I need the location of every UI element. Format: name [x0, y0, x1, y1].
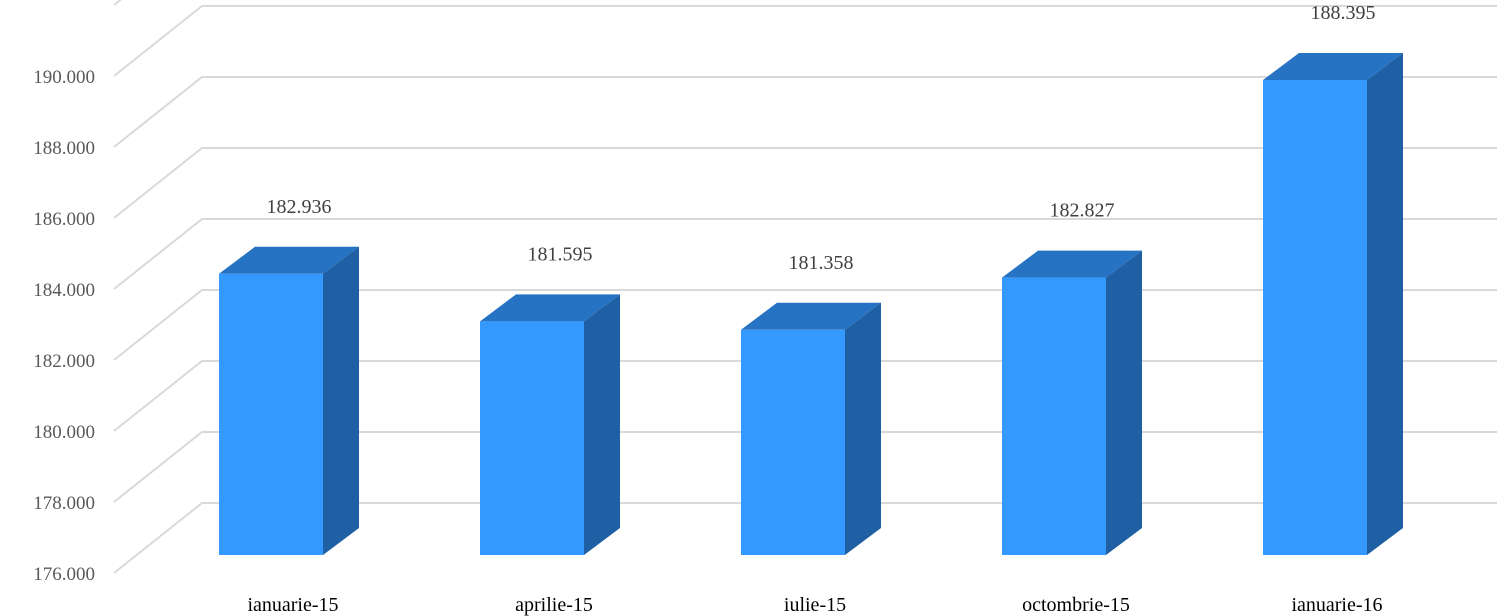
y-tick-label: 176.000: [33, 564, 95, 585]
y-tick-label: 190.000: [33, 67, 95, 88]
y-tick-label: 178.000: [33, 493, 95, 514]
data-label: 188.395: [1311, 2, 1376, 24]
bar-front: [1002, 277, 1106, 555]
gridline: [113, 147, 1497, 219]
data-label: 181.595: [528, 243, 593, 265]
bar-side: [1367, 52, 1403, 555]
bars: [219, 52, 1403, 556]
category-label: ianuarie-16: [1291, 594, 1382, 616]
bar-front: [741, 329, 845, 555]
gridline: [113, 5, 1497, 77]
bar-front: [1263, 79, 1367, 555]
bar-top: [1002, 250, 1142, 278]
bar: [219, 246, 359, 555]
bar-side: [845, 302, 881, 555]
bar: [480, 294, 620, 555]
gridlines: [113, 0, 1497, 574]
category-label: ianuarie-15: [247, 594, 338, 616]
bar-top: [219, 246, 359, 274]
bar-top: [480, 294, 620, 322]
bar: [741, 302, 881, 555]
y-tick-label: 184.000: [33, 280, 95, 301]
category-label: iulie-15: [784, 594, 846, 616]
data-label: 182.936: [267, 196, 332, 218]
gridline: [113, 0, 122, 6]
bar-top: [741, 302, 881, 330]
bar-side: [323, 246, 359, 555]
y-tick-label: 182.000: [33, 351, 95, 372]
data-labels: 182.936 181.595 181.358 182.827 188.395: [267, 2, 1376, 274]
x-axis-categories: ianuarie-15 aprilie-15 iulie-15 octombrie-1…: [247, 594, 1382, 616]
data-label: 182.827: [1050, 200, 1115, 222]
bar-side: [1106, 250, 1142, 556]
y-tick-label: 186.000: [33, 209, 95, 230]
bar: [1002, 250, 1142, 556]
y-axis-ticks: 176.000 178.000 180.000 182.000 184.000 186.0…: [33, 67, 95, 585]
gridline: [113, 218, 1497, 290]
bar: [1263, 52, 1403, 555]
category-label: aprilie-15: [515, 594, 593, 616]
y-tick-label: 188.000: [33, 138, 95, 159]
bar-front: [219, 273, 323, 555]
category-label: octombrie-15: [1022, 594, 1130, 616]
bar-front: [480, 321, 584, 555]
gridline: [113, 76, 1497, 148]
bar-top: [1263, 52, 1403, 80]
data-label: 181.358: [789, 252, 854, 274]
y-tick-label: 180.000: [33, 422, 95, 443]
bar-side: [584, 294, 620, 555]
